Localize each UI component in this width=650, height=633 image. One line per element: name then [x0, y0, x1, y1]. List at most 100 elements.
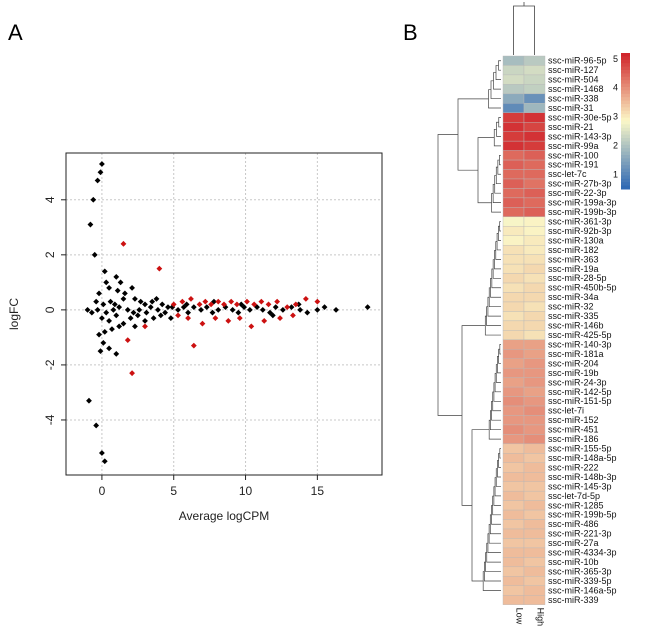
cell-11-1 [523, 159, 546, 170]
cell-49-0 [502, 519, 525, 530]
row-label-56: ssc-miR-146a-5p [548, 585, 617, 595]
cell-57-1 [523, 595, 546, 605]
cell-24-0 [502, 282, 525, 293]
non-significant-point-76 [116, 323, 123, 330]
non-significant-point-46 [203, 304, 210, 311]
non-significant-point-78 [101, 328, 108, 335]
cell-16-1 [523, 207, 546, 218]
significant-point-6 [170, 301, 177, 308]
significant-point-31 [248, 323, 255, 330]
cell-46-1 [523, 490, 546, 501]
significant-point-30 [236, 315, 243, 322]
y-tick-label-0: -4 [43, 414, 57, 425]
row-label-20: ssc-miR-182 [548, 245, 599, 255]
non-significant-point-83 [113, 351, 120, 357]
non-significant-point-87 [99, 450, 105, 456]
non-significant-point-23 [149, 298, 156, 305]
cell-23-1 [523, 273, 546, 284]
legend-swatch-21 [621, 124, 630, 129]
non-significant-point-29 [94, 306, 101, 313]
cell-3-1 [523, 84, 546, 95]
row-label-35: ssc-miR-142-5p [548, 387, 612, 397]
legend-swatch-17 [621, 110, 630, 115]
non-significant-point-10 [117, 279, 124, 286]
non-significant-point-16 [100, 301, 107, 308]
cell-55-1 [523, 576, 546, 586]
heatmap-cells [502, 55, 546, 605]
row-dendrogram-link [492, 183, 501, 203]
legend-swatch-39 [621, 185, 630, 190]
non-significant-point-70 [127, 315, 134, 322]
non-significant-point-1 [97, 169, 104, 176]
row-label-13: ssc-miR-27b-3p [548, 179, 612, 189]
legend-swatch-38 [621, 182, 630, 187]
significant-point-25 [175, 312, 181, 319]
row-dendrogram-link [499, 344, 501, 355]
cell-39-1 [523, 424, 546, 435]
legend-swatch-5 [621, 70, 630, 74]
row-label-6: ssc-miR-30e-5p [548, 112, 612, 122]
cell-38-0 [502, 415, 525, 426]
non-significant-point-84 [132, 323, 138, 330]
grid [66, 153, 382, 475]
row-label-48: ssc-miR-199b-5p [548, 510, 617, 520]
significant-point-28 [212, 315, 219, 322]
cell-33-1 [523, 367, 546, 378]
row-label-41: ssc-miR-155-5p [548, 444, 612, 454]
cell-9-1 [523, 140, 546, 151]
significant-point-24 [314, 298, 321, 305]
legend-swatch-6 [621, 73, 630, 78]
legend-tick-label-3: 4 [613, 83, 618, 93]
column-dendrogram-links [513, 2, 535, 55]
cell-51-1 [523, 538, 546, 549]
non-significant-point-12 [129, 284, 135, 291]
cell-7-1 [523, 122, 546, 132]
significant-point-3 [124, 337, 131, 344]
row-label-40: ssc-miR-186 [548, 434, 599, 444]
row-dendrogram-link [498, 60, 501, 71]
row-dendrogram-link [495, 166, 501, 185]
cell-45-1 [523, 481, 546, 492]
legend-swatch-15 [621, 104, 630, 108]
row-label-42: ssc-miR-148a-5p [548, 453, 617, 463]
x-tick-label-3: 15 [311, 484, 325, 498]
non-significant-point-20 [132, 295, 138, 302]
column-label-1: High [536, 608, 546, 627]
significant-point-22 [292, 301, 299, 308]
non-significant-point-92 [269, 312, 276, 319]
non-significant-point-47 [209, 309, 216, 316]
significant-point-11 [208, 301, 214, 308]
legend-swatch-12 [621, 93, 630, 98]
row-dendrogram-link [492, 495, 501, 516]
legend-swatch-14 [621, 100, 630, 105]
non-significant-point-27 [84, 306, 91, 313]
row-label-28: ssc-miR-146b [548, 321, 604, 331]
cell-50-0 [502, 528, 525, 539]
cell-34-0 [502, 377, 525, 388]
legend-swatch-23 [621, 131, 630, 136]
row-dendrogram-link [499, 448, 501, 459]
row-label-26: ssc-miR-32 [548, 302, 594, 312]
legend-tick-label-0: 1 [613, 170, 618, 180]
significant-point-14 [228, 298, 235, 305]
row-dendrogram-link [499, 221, 501, 232]
cell-5-0 [502, 103, 525, 113]
significant-point-16 [244, 298, 250, 305]
legend-swatch-36 [621, 175, 630, 180]
row-label-11: ssc-miR-191 [548, 160, 599, 170]
row-label-23: ssc-miR-28-5p [548, 273, 607, 283]
legend-swatch-7 [621, 76, 630, 81]
column-labels: Low High [515, 608, 546, 627]
non-significant-point-82 [106, 345, 112, 352]
non-significant-point-34 [130, 309, 137, 316]
cell-0-0 [502, 55, 525, 66]
row-labels: ssc-miR-96-5pssc-miR-127ssc-miR-504ssc-m… [548, 56, 617, 605]
non-significant-point-11 [114, 287, 121, 294]
row-dendrogram-link [495, 364, 501, 383]
cell-28-1 [523, 320, 546, 331]
row-label-46: ssc-let-7d-5p [548, 491, 600, 501]
cell-1-0 [502, 65, 525, 76]
cell-19-1 [523, 235, 546, 246]
cell-32-0 [502, 358, 525, 369]
non-significant-point-86 [93, 422, 100, 429]
